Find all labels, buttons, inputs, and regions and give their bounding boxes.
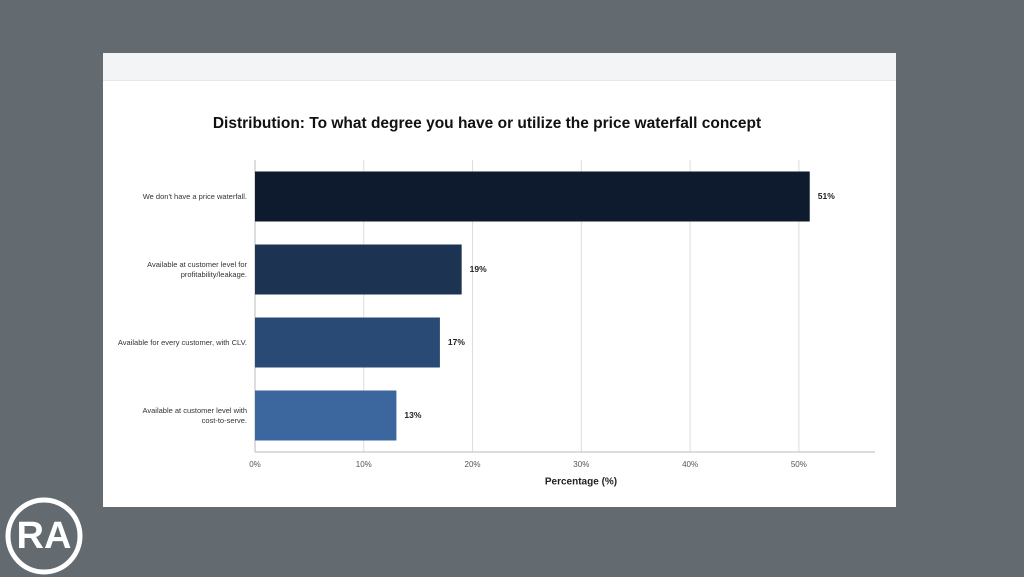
logo: RA xyxy=(17,515,72,557)
data-label: 13% xyxy=(404,410,421,420)
x-tick-label: 40% xyxy=(682,460,698,469)
y-tick-label: We don't have a price waterfall. xyxy=(142,191,247,201)
bar xyxy=(255,390,397,441)
logo-ring xyxy=(5,497,83,575)
panel xyxy=(103,53,896,507)
bar xyxy=(255,171,810,222)
data-label: 19% xyxy=(470,264,487,274)
x-tick-label: 50% xyxy=(791,460,807,469)
x-axis-label: Percentage (%) xyxy=(545,477,617,488)
x-tick-label: 30% xyxy=(573,460,589,469)
x-tick-label: 0% xyxy=(249,460,261,469)
top-strip xyxy=(103,53,896,81)
x-tick-label: 20% xyxy=(465,460,481,469)
data-label: 51% xyxy=(818,191,835,201)
chart-title: Distribution: To what degree you have or… xyxy=(213,115,761,132)
y-tick-label: Available at customer level with cost-to… xyxy=(142,405,248,425)
data-label: 17% xyxy=(448,337,465,347)
bar xyxy=(255,317,440,368)
x-tick-label: 10% xyxy=(356,460,372,469)
y-tick-label: Available at customer level for profitab… xyxy=(147,259,247,279)
bar xyxy=(255,244,462,295)
y-tick-label: Available for every customer, with CLV. xyxy=(117,337,247,347)
